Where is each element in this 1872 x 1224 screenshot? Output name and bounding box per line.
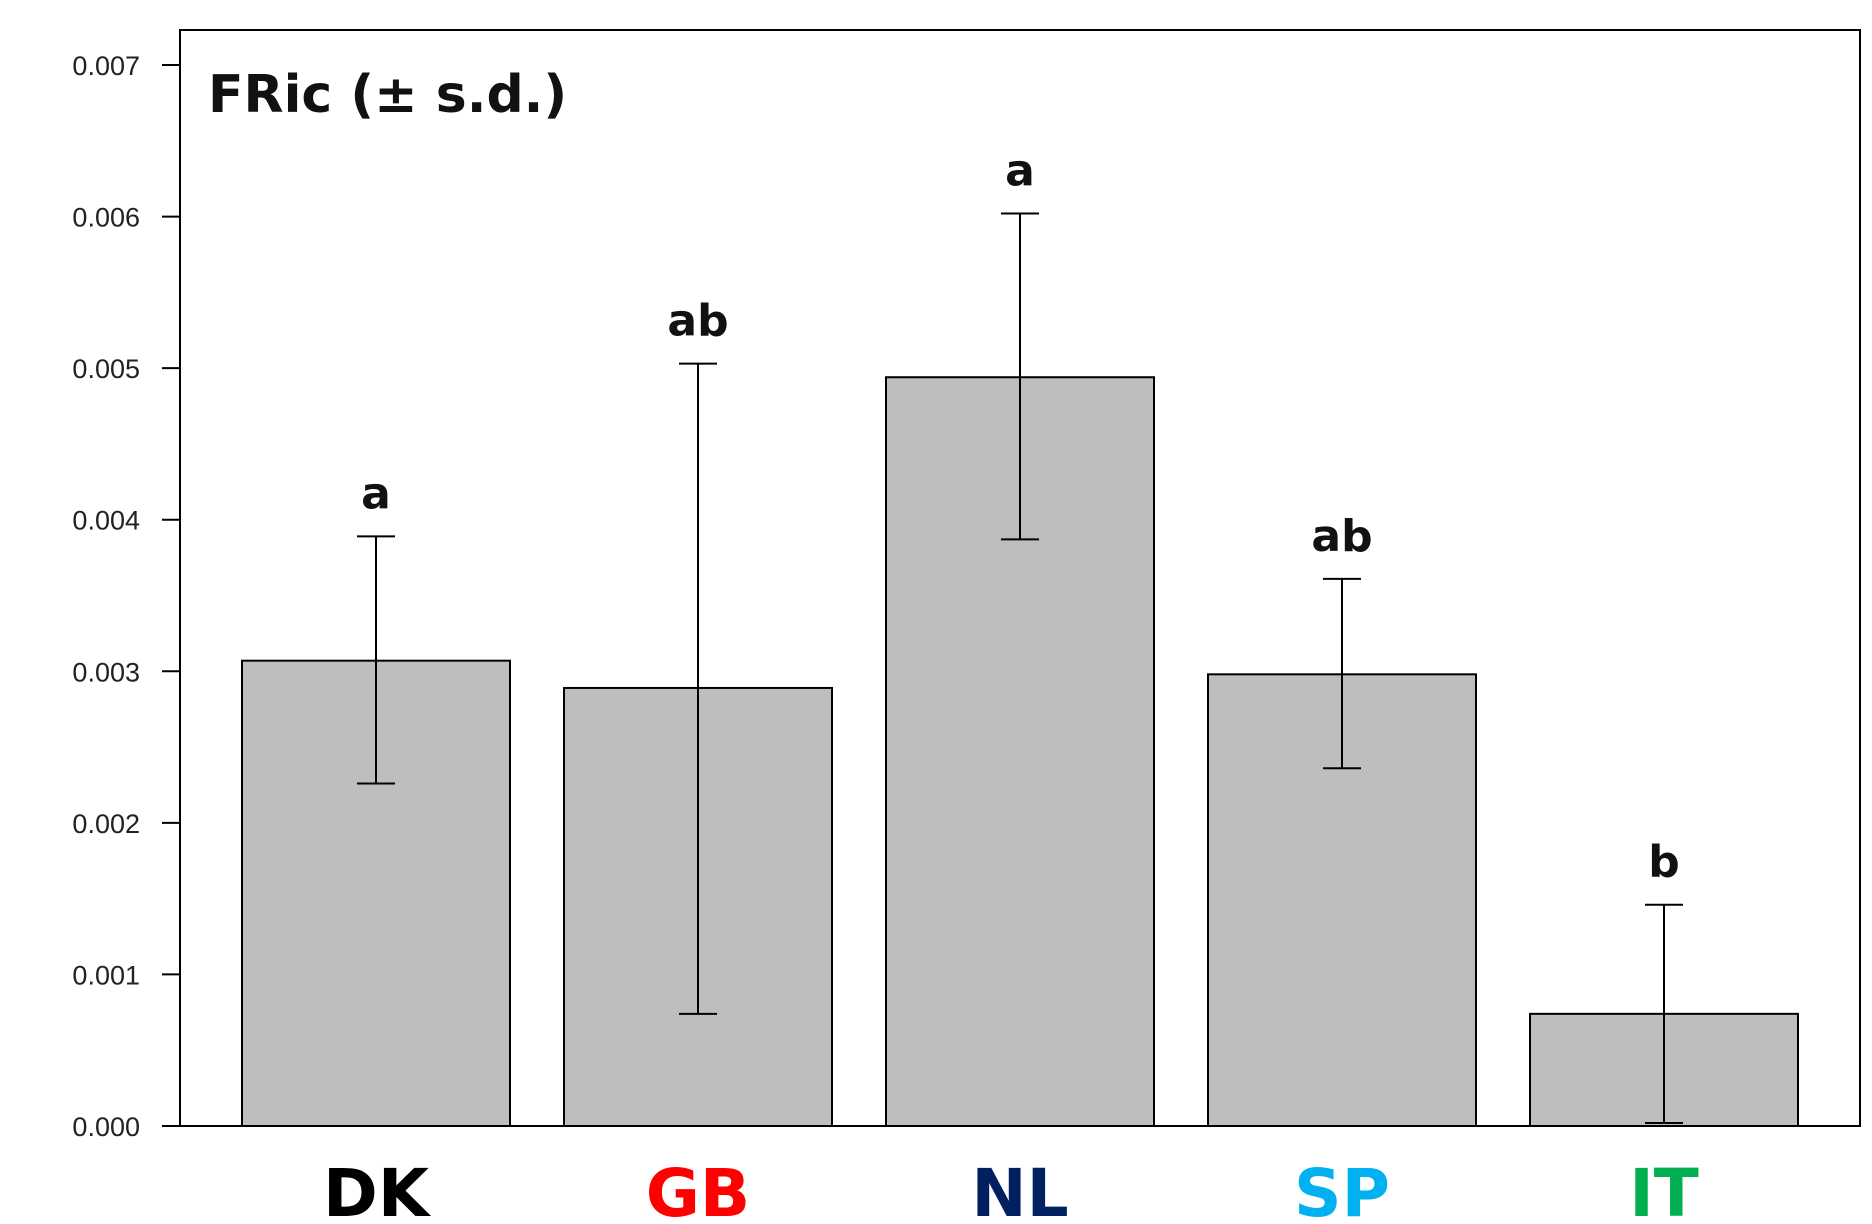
significance-label: a: [1005, 146, 1035, 197]
category-labels-group: DK GB NL SP IT: [323, 1155, 1699, 1224]
category-label: GB: [646, 1155, 750, 1224]
category-label: DK: [323, 1155, 432, 1224]
y-tick-label: 0.003: [72, 657, 140, 687]
category-label: SP: [1294, 1155, 1390, 1224]
significance-labels-group: a ab a ab b: [361, 146, 1680, 888]
y-tick-label: 0.001: [72, 960, 140, 990]
y-tick-label: 0.006: [72, 203, 140, 233]
significance-label: ab: [1311, 511, 1372, 562]
category-label: IT: [1629, 1155, 1699, 1224]
significance-label: ab: [667, 296, 728, 347]
y-axis: 0.000 0.001 0.002 0.003 0.004 0.005 0.006 0.007: [72, 51, 180, 1142]
chart-title: FRic (± s.d.): [208, 65, 567, 125]
y-tick-label: 0.004: [72, 506, 140, 536]
significance-label: b: [1648, 837, 1680, 888]
y-tick-label: 0.002: [72, 809, 140, 839]
y-tick-label: 0.000: [72, 1112, 140, 1142]
error-bars-group: [357, 212, 1683, 1124]
category-label: NL: [971, 1155, 1068, 1224]
y-tick-label: 0.005: [72, 354, 140, 384]
y-tick-label: 0.007: [72, 51, 140, 81]
significance-label: a: [361, 468, 391, 519]
